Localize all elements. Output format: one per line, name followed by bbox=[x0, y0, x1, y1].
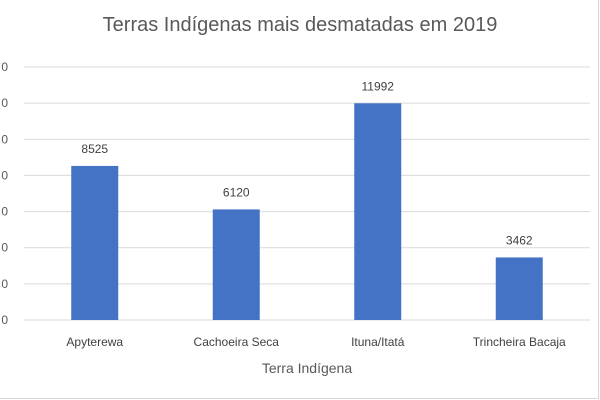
y-tick-label: 0 bbox=[1, 205, 8, 219]
category-label: Ituna/Itatá bbox=[351, 335, 405, 349]
category-label: Cachoeira Seca bbox=[194, 335, 280, 349]
data-label: 11992 bbox=[362, 79, 395, 93]
y-tick-label: 0 bbox=[1, 241, 8, 255]
y-tick-label: 0 bbox=[1, 168, 8, 182]
data-label: 6120 bbox=[223, 185, 250, 199]
category-label: Trincheira Bacaja bbox=[473, 335, 566, 349]
bar bbox=[212, 209, 260, 320]
chart-title: Terras Indígenas mais desmatadas em 2019 bbox=[102, 14, 498, 36]
x-axis-categories: Apyterewa Cachoeira Seca Ituna/Itatá Trinch… bbox=[66, 335, 566, 349]
gridlines bbox=[24, 66, 590, 321]
y-tick-label: 0 bbox=[1, 60, 8, 74]
data-labels: 8525 6120 11992 3462 bbox=[81, 79, 533, 247]
y-tick-label: 0 bbox=[1, 132, 8, 146]
x-axis-title: Terra Indígena bbox=[262, 360, 352, 376]
y-tick-label: 0 bbox=[1, 96, 8, 110]
bar bbox=[354, 103, 402, 320]
y-tick-label: 0 bbox=[1, 313, 8, 327]
data-label: 8525 bbox=[81, 142, 108, 156]
data-label: 3462 bbox=[506, 233, 533, 247]
bar bbox=[71, 165, 119, 320]
y-tick-label: 0 bbox=[1, 277, 8, 291]
bars bbox=[71, 103, 543, 320]
y-axis-ticks: 0 0 0 0 0 0 0 0 bbox=[1, 60, 8, 327]
bar bbox=[495, 257, 543, 320]
category-label: Apyterewa bbox=[66, 335, 123, 349]
